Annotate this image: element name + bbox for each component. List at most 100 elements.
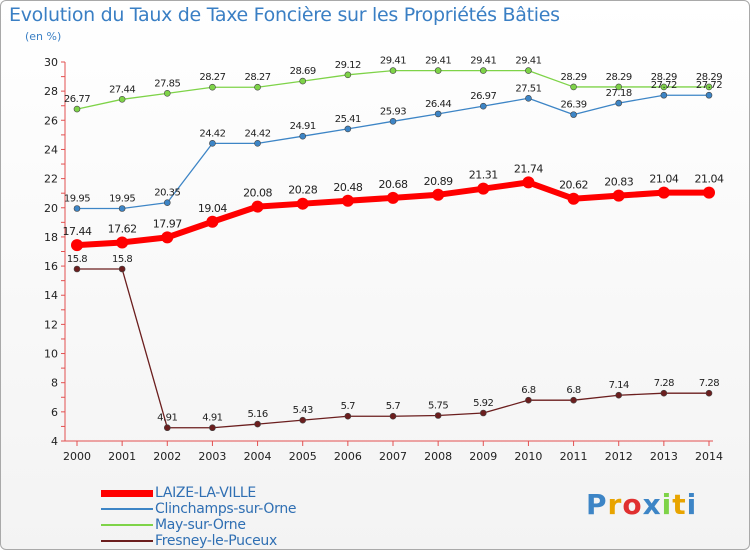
data-label-may-sur-orne: 28.69 xyxy=(290,66,316,77)
data-label-may-sur-orne: 28.29 xyxy=(651,72,677,83)
data-point-laize-la-ville xyxy=(71,239,83,252)
logo-letter: r xyxy=(607,488,623,521)
data-label-fresney-le-puceux: 4.91 xyxy=(157,413,177,424)
data-point-may-sur-orne xyxy=(615,83,623,91)
logo-letter: o xyxy=(622,488,643,521)
data-point-clinchamps-sur-orne xyxy=(299,132,307,140)
data-point-clinchamps-sur-orne xyxy=(163,199,171,206)
data-point-laize-la-ville xyxy=(703,186,715,199)
data-point-laize-la-ville xyxy=(296,197,309,210)
data-point-clinchamps-sur-orne xyxy=(479,102,487,110)
data-label-may-sur-orne: 28.29 xyxy=(696,72,722,83)
y-tick-label: 20 xyxy=(44,202,58,215)
data-label-laize-la-ville: 17.97 xyxy=(153,217,182,230)
data-label-laize-la-ville: 20.62 xyxy=(559,179,588,192)
data-point-fresney-le-puceux xyxy=(344,412,352,420)
x-tick-label: 2012 xyxy=(605,450,633,463)
data-label-fresney-le-puceux: 5.16 xyxy=(247,409,267,420)
data-point-fresney-le-puceux xyxy=(570,396,577,404)
data-label-laize-la-ville: 21.74 xyxy=(514,162,543,175)
data-label-may-sur-orne: 27.85 xyxy=(154,78,180,89)
x-tick-label: 2004 xyxy=(244,450,272,463)
y-tick-label: 22 xyxy=(44,173,58,186)
data-point-laize-la-ville xyxy=(432,188,445,201)
data-label-fresney-le-puceux: 15.8 xyxy=(112,254,132,265)
data-label-fresney-le-puceux: 15.8 xyxy=(67,254,87,265)
legend-label: LAIZE-LA-VILLE xyxy=(155,485,256,501)
data-point-laize-la-ville xyxy=(251,200,264,213)
legend-swatch xyxy=(101,540,153,542)
data-label-clinchamps-sur-orne: 26.97 xyxy=(470,91,496,102)
data-label-fresney-le-puceux: 5.75 xyxy=(428,400,448,411)
legend-item: Fresney-le-Puceux xyxy=(101,533,296,549)
data-point-fresney-le-puceux xyxy=(209,424,216,432)
data-point-clinchamps-sur-orne xyxy=(118,205,126,212)
x-tick-label: 2009 xyxy=(469,450,497,463)
data-point-fresney-le-puceux xyxy=(254,420,261,428)
data-label-fresney-le-puceux: 6.8 xyxy=(566,385,581,396)
data-label-clinchamps-sur-orne: 24.91 xyxy=(290,121,316,132)
data-label-laize-la-ville: 21.31 xyxy=(469,169,498,182)
x-tick-label: 2002 xyxy=(153,450,181,463)
data-label-may-sur-orne: 27.44 xyxy=(109,84,135,95)
proxiti-logo: Proxiti xyxy=(586,488,697,521)
data-point-may-sur-orne xyxy=(570,83,577,91)
data-label-may-sur-orne: 29.41 xyxy=(515,56,541,67)
data-label-may-sur-orne: 29.12 xyxy=(335,60,361,71)
x-tick-label: 2003 xyxy=(198,450,226,463)
x-tick-label: 2010 xyxy=(514,450,542,463)
legend-swatch xyxy=(101,508,153,510)
legend-swatch xyxy=(101,489,153,497)
y-tick-label: 10 xyxy=(44,348,58,361)
data-label-may-sur-orne: 29.41 xyxy=(425,56,451,67)
data-point-clinchamps-sur-orne xyxy=(615,99,623,107)
data-label-clinchamps-sur-orne: 19.95 xyxy=(109,193,135,204)
legend-item: LAIZE-LA-VILLE xyxy=(101,485,296,501)
data-label-clinchamps-sur-orne: 24.42 xyxy=(245,128,271,139)
data-point-may-sur-orne xyxy=(389,67,397,74)
legend-swatch xyxy=(101,524,153,526)
data-label-may-sur-orne: 26.77 xyxy=(64,94,90,105)
data-label-clinchamps-sur-orne: 26.39 xyxy=(561,100,587,111)
x-tick-label: 2013 xyxy=(650,450,678,463)
y-tick-label: 28 xyxy=(44,85,58,98)
data-point-laize-la-ville xyxy=(477,182,490,195)
data-point-may-sur-orne xyxy=(163,90,171,97)
data-label-fresney-le-puceux: 4.91 xyxy=(202,413,222,424)
data-label-laize-la-ville: 19.04 xyxy=(198,202,227,215)
data-point-may-sur-orne xyxy=(660,83,668,91)
data-point-clinchamps-sur-orne xyxy=(254,140,261,147)
data-label-laize-la-ville: 20.89 xyxy=(424,175,453,188)
logo-letter: i xyxy=(661,488,673,521)
data-point-laize-la-ville xyxy=(657,186,670,199)
legend-label: Clinchamps-sur-Orne xyxy=(155,501,297,517)
data-point-may-sur-orne xyxy=(705,83,713,91)
data-label-may-sur-orne: 29.41 xyxy=(470,56,496,67)
data-point-fresney-le-puceux xyxy=(73,265,81,273)
x-tick-label: 2006 xyxy=(334,450,362,463)
y-tick-label: 6 xyxy=(51,406,58,419)
legend-item: Clinchamps-sur-Orne xyxy=(101,501,297,517)
data-point-clinchamps-sur-orne xyxy=(525,94,532,102)
data-point-laize-la-ville xyxy=(341,194,354,207)
data-point-clinchamps-sur-orne xyxy=(434,110,442,118)
data-label-clinchamps-sur-orne: 19.95 xyxy=(64,193,90,204)
data-point-clinchamps-sur-orne xyxy=(209,140,216,147)
data-label-laize-la-ville: 20.83 xyxy=(604,176,633,189)
y-tick-label: 24 xyxy=(44,143,58,156)
data-label-clinchamps-sur-orne: 27.72 xyxy=(651,80,677,91)
data-point-may-sur-orne xyxy=(73,105,81,113)
y-tick-label: 18 xyxy=(44,231,58,244)
x-tick-label: 2007 xyxy=(379,450,407,463)
data-label-laize-la-ville: 21.04 xyxy=(649,173,678,186)
data-point-may-sur-orne xyxy=(434,67,442,74)
x-tick-label: 2005 xyxy=(289,450,317,463)
data-label-fresney-le-puceux: 7.14 xyxy=(609,380,629,391)
data-label-clinchamps-sur-orne: 24.42 xyxy=(199,128,225,139)
data-label-clinchamps-sur-orne: 25.93 xyxy=(380,106,406,117)
chart-title: Evolution du Taux de Taxe Foncière sur l… xyxy=(9,4,560,26)
legend-label: May-sur-Orne xyxy=(155,517,246,533)
data-point-clinchamps-sur-orne xyxy=(660,91,668,99)
data-label-fresney-le-puceux: 5.92 xyxy=(473,398,493,409)
